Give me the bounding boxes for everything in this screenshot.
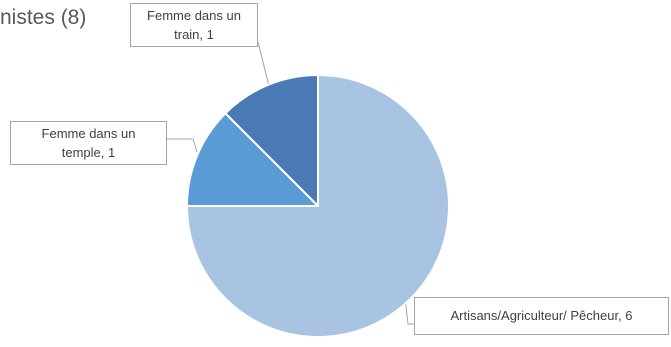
leader-line-temple xyxy=(167,138,198,153)
callout-line: Femme dans un xyxy=(41,126,136,141)
pie-slice-train xyxy=(223,73,319,209)
leader-line-artisans xyxy=(404,297,414,325)
pie-slice-artisans xyxy=(185,73,450,338)
callout-label-temple: Femme dans un temple, 1 xyxy=(10,121,167,165)
leader-lines xyxy=(167,41,414,325)
callout-line: Artisans/Agriculteur/ Pêcheur, 6 xyxy=(450,308,633,323)
callout-line: Femme dans un xyxy=(147,8,241,23)
callout-line: train, 1 xyxy=(174,27,214,42)
chart-title: nistes (8) xyxy=(0,6,87,29)
pie-slice-temple xyxy=(185,111,321,207)
leader-line-train xyxy=(257,41,270,87)
pie-slices xyxy=(185,73,450,338)
callout-label-artisans: Artisans/Agriculteur/ Pêcheur, 6 xyxy=(414,297,669,335)
callout-line: temple, 1 xyxy=(61,145,116,160)
callout-label-train: Femme dans un train, 1 xyxy=(130,3,258,47)
